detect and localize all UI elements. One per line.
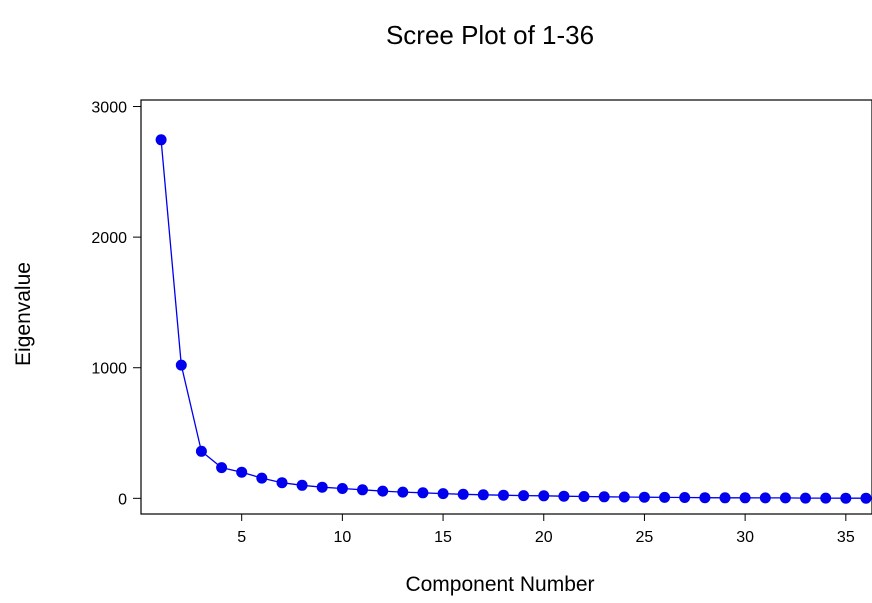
x-tick-label: 25 — [636, 529, 654, 546]
x-tick-label: 5 — [237, 529, 246, 546]
data-point-35 — [840, 492, 852, 504]
data-point-32 — [779, 492, 791, 504]
data-point-27 — [679, 492, 691, 503]
x-tick-label: 20 — [535, 529, 553, 546]
data-point-17 — [477, 489, 489, 501]
data-point-15 — [437, 488, 449, 500]
x-axis-label: Component Number — [405, 573, 594, 596]
data-point-30 — [739, 492, 751, 504]
y-tick-label: 2000 — [91, 230, 127, 247]
data-point-13 — [397, 486, 409, 498]
data-point-2 — [175, 359, 187, 371]
x-tick-label: 35 — [837, 529, 855, 546]
y-axis-label: Eigenvalue — [12, 262, 35, 366]
x-tick-label: 15 — [434, 529, 452, 546]
chart-title: Scree Plot of 1-36 — [386, 20, 594, 50]
y-tick-label: 3000 — [91, 100, 127, 117]
data-point-19 — [518, 490, 530, 502]
data-point-1 — [155, 134, 167, 146]
data-point-4 — [216, 462, 228, 474]
data-point-18 — [498, 489, 509, 501]
data-point-11 — [357, 484, 368, 496]
data-point-21 — [558, 490, 570, 502]
data-point-26 — [659, 491, 671, 503]
data-point-8 — [296, 479, 308, 491]
data-point-28 — [699, 492, 711, 504]
data-point-6 — [256, 472, 268, 484]
x-axis-ticks: 5 10 15 20 25 30 35 — [237, 514, 855, 546]
data-point-7 — [276, 477, 288, 489]
data-point-20 — [538, 490, 550, 502]
data-point-24 — [618, 491, 630, 503]
x-tick-label: 30 — [736, 529, 754, 546]
data-point-31 — [759, 492, 771, 504]
data-point-23 — [598, 491, 610, 503]
data-point-25 — [638, 491, 650, 503]
data-point-36 — [860, 492, 872, 504]
data-point-10 — [336, 483, 348, 494]
plot-frame — [140, 99, 872, 515]
data-point-12 — [377, 485, 389, 497]
y-axis-ticks: 0 1000 2000 3000 — [91, 100, 141, 508]
y-tick-label: 0 — [118, 491, 127, 508]
data-point-22 — [578, 491, 590, 502]
data-point-16 — [457, 488, 469, 500]
data-point-3 — [195, 445, 207, 457]
data-points — [155, 134, 872, 504]
data-point-33 — [800, 492, 811, 504]
x-tick-label: 10 — [333, 529, 351, 546]
data-point-29 — [719, 492, 731, 504]
series-line — [160, 139, 866, 499]
data-point-5 — [236, 466, 248, 478]
data-point-34 — [820, 492, 832, 504]
y-tick-label: 1000 — [91, 361, 127, 378]
data-point-9 — [316, 481, 328, 493]
data-point-14 — [417, 487, 429, 499]
